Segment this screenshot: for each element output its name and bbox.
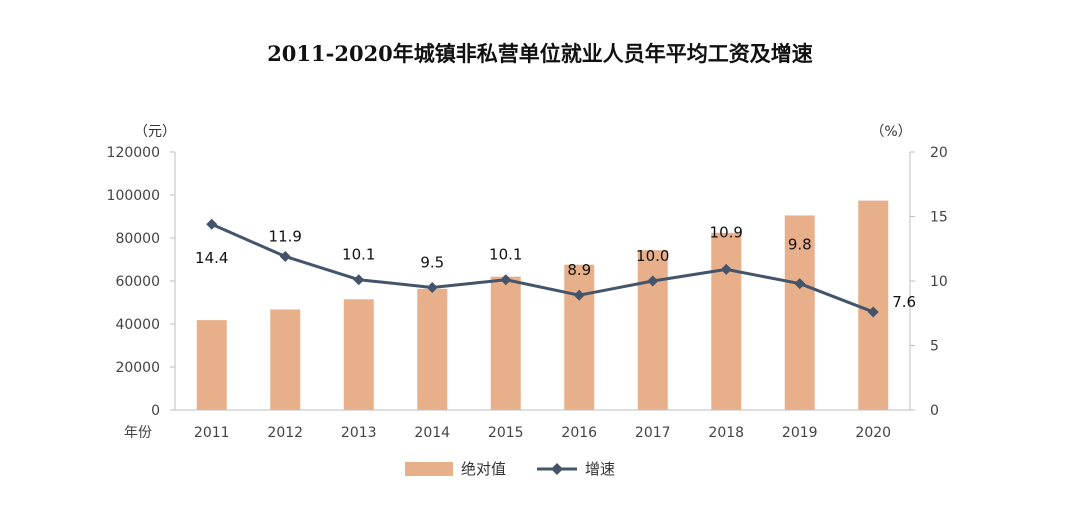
legend-label-bar: 绝对值 (461, 460, 506, 478)
x-tick-label: 2013 (341, 425, 377, 441)
growth-marker (794, 278, 806, 290)
growth-marker (353, 274, 365, 286)
growth-data-label: 8.9 (567, 261, 591, 279)
bar (270, 309, 301, 410)
right-tick-label: 0 (930, 403, 939, 419)
bar (490, 276, 521, 410)
growth-data-label: 14.4 (195, 249, 228, 267)
growth-marker (206, 218, 218, 230)
bar (711, 232, 742, 410)
x-tick-label: 2014 (414, 425, 450, 441)
legend-label-line: 增速 (585, 460, 615, 478)
x-tick-label: 2018 (708, 425, 744, 441)
growth-marker (279, 250, 291, 262)
left-tick-label: 20000 (115, 360, 160, 376)
x-tick-label: 2019 (782, 425, 818, 441)
right-tick-label: 10 (930, 274, 948, 290)
left-tick-label: 60000 (115, 274, 160, 290)
bar (417, 288, 448, 410)
growth-marker (867, 306, 879, 318)
left-tick-label: 40000 (115, 317, 160, 333)
right-tick-label: 20 (930, 145, 948, 161)
x-tick-label: 2016 (561, 425, 597, 441)
bar (784, 215, 815, 410)
x-tick-label: 2015 (488, 425, 524, 441)
growth-data-label: 11.9 (269, 227, 302, 245)
growth-data-label: 10.0 (636, 247, 669, 265)
x-tick-label: 2020 (855, 425, 891, 441)
x-tick-label: 2017 (635, 425, 671, 441)
left-tick-label: 80000 (115, 231, 160, 247)
left-tick-label: 100000 (107, 188, 160, 204)
growth-data-label: 10.1 (342, 246, 375, 264)
left-axis-unit: （元） (134, 124, 176, 140)
bar (637, 250, 668, 410)
legend-swatch-bar (405, 462, 453, 476)
x-tick-label: 2012 (267, 425, 303, 441)
x-axis-label: 年份 (124, 425, 152, 441)
x-tick-label: 2011 (194, 425, 230, 441)
growth-line (211, 222, 874, 314)
right-tick-label: 15 (930, 210, 948, 226)
growth-marker (426, 281, 438, 293)
growth-data-label: 9.8 (788, 236, 812, 254)
legend-swatch-marker (551, 463, 563, 475)
growth-marker (647, 275, 659, 287)
growth-marker (500, 274, 512, 286)
growth-data-label: 10.1 (489, 246, 522, 264)
left-tick-label: 0 (151, 403, 160, 419)
growth-marker (573, 289, 585, 301)
legend: 绝对值 增速 (405, 460, 615, 478)
left-tick-label: 120000 (107, 145, 160, 161)
chart-title: 2011-2020年城镇非私营单位就业人员年平均工资及增速 (267, 41, 813, 66)
right-axis-unit: （%） (870, 124, 911, 140)
growth-data-label: 7.6 (892, 293, 916, 311)
bar (343, 299, 374, 410)
bar (858, 200, 889, 410)
bar (564, 264, 595, 410)
growth-data-label: 9.5 (420, 253, 444, 271)
bar (196, 320, 227, 410)
right-tick-label: 5 (930, 339, 939, 355)
growth-marker (720, 263, 732, 275)
growth-data-label: 10.9 (710, 223, 743, 241)
